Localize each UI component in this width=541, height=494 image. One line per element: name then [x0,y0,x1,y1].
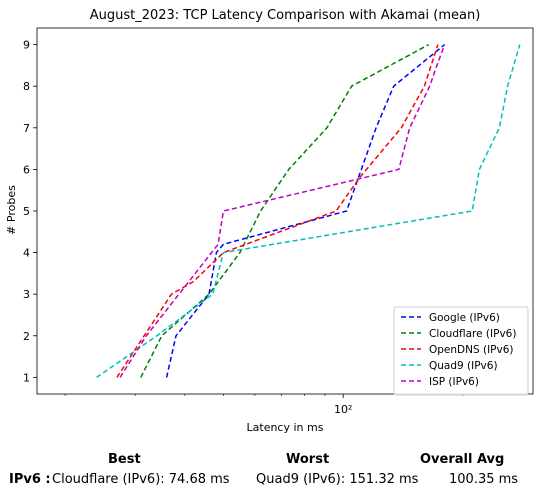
legend-label: Google (IPv6) [429,312,500,324]
y-tick-label: 9 [23,39,30,52]
x-axis-label: Latency in ms [247,421,324,434]
best-header: Best [108,452,141,467]
x-tick-label: 10² [334,403,352,416]
series-line-cloudflare-ipv6 [140,43,430,378]
series-line-isp-ipv6 [119,44,446,378]
overall-avg-header: Overall Avg [420,452,505,467]
y-tick-label: 6 [23,163,30,176]
legend-box [393,306,529,396]
y-tick-label: 8 [23,80,30,93]
y-tick-label: 5 [23,205,30,218]
y-tick-label: 1 [23,371,30,384]
legend-label: OpenDNS (IPv6) [429,344,514,356]
chart-title: August_2023: TCP Latency Comparison with… [90,8,481,23]
legend-label: Quad9 (IPv6) [429,360,498,372]
ipv6-row-label: IPv6 : [9,472,51,487]
y-tick-label: 4 [23,247,30,260]
worst-value: Quad9 (IPv6): 151.32 ms [256,472,419,487]
legend: Google (IPv6) Cloudflare (IPv6) OpenDNS (I… [393,306,529,396]
best-value: Cloudflare (IPv6): 74.68 ms [52,472,230,487]
worst-header: Worst [286,452,330,467]
series-line-google-ipv6 [165,44,446,378]
y-tick-label: 2 [23,330,30,343]
plot-axes: 1 2 3 4 5 6 7 8 9 10² [23,27,534,416]
latency-chart: August_2023: TCP Latency Comparison with… [5,8,534,434]
y-axis-label: # Probes [5,185,18,235]
legend-label: ISP (IPv6) [429,376,479,388]
y-tick-label: 7 [23,122,30,135]
overall-avg-value: 100.35 ms [449,472,519,487]
legend-label: Cloudflare (IPv6) [429,328,516,340]
y-tick-label: 3 [23,288,30,301]
series-line-opendns-ipv6 [116,44,439,378]
plot-series [96,43,521,379]
series-line-quad9-ipv6 [96,44,521,379]
